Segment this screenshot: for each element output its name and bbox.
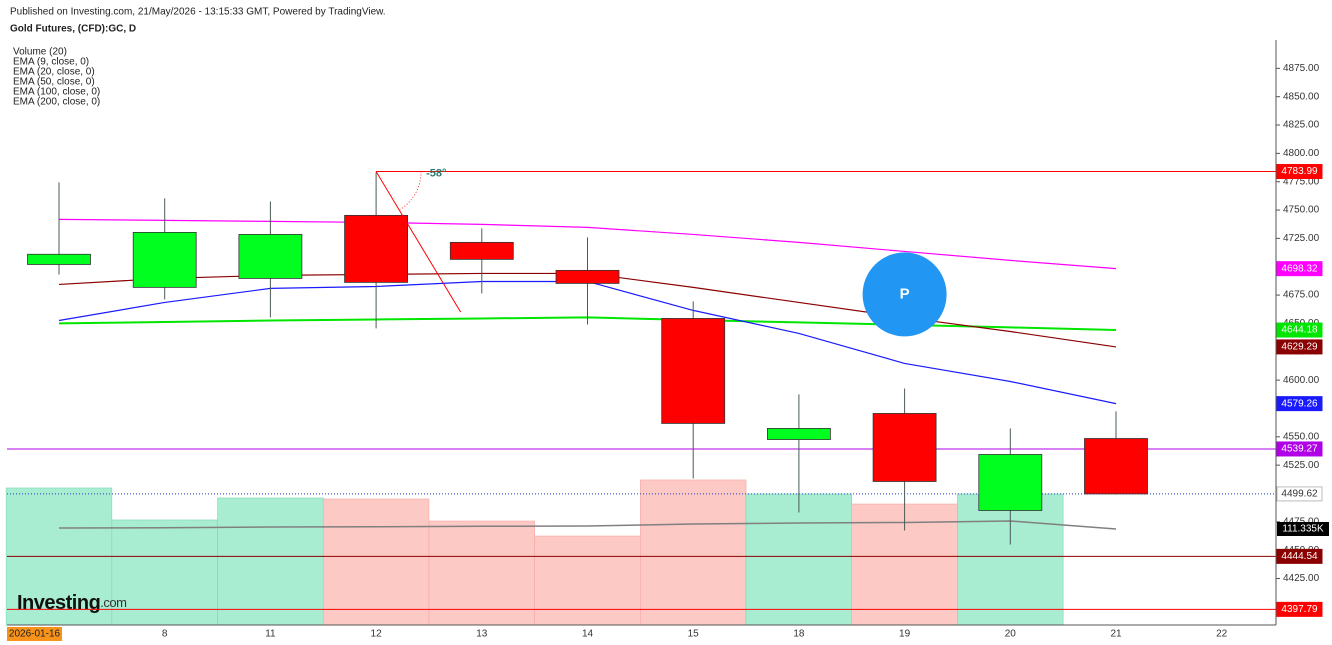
candle-body — [344, 214, 409, 283]
watermark-suffix: .com — [100, 595, 126, 610]
legend-entry: EMA (200, close, 0) — [13, 97, 100, 108]
y-tick-label: 4875.00 — [1283, 63, 1320, 74]
legend-entry: EMA (20, close, 0) — [13, 67, 95, 78]
y-tick-label: 4750.00 — [1283, 205, 1320, 216]
candle-body — [132, 231, 197, 288]
y-tick-label: 4550.00 — [1283, 431, 1320, 442]
x-tick-label: 2026-01-16 — [9, 629, 61, 640]
candle-body — [872, 413, 937, 482]
y-tick-label: 4675.00 — [1283, 290, 1320, 301]
price-tag — [1276, 261, 1323, 277]
x-tick-label: 8 — [162, 629, 168, 640]
price-tag — [1276, 164, 1323, 180]
volume-bar — [745, 493, 853, 626]
price-tag-label: 4579.26 — [1281, 398, 1318, 409]
x-tick-label: 19 — [899, 629, 911, 640]
y-tick-label: 4600.00 — [1283, 375, 1320, 386]
price-tag — [1276, 486, 1323, 502]
price-tag-label: 4644.18 — [1281, 325, 1318, 336]
price-tag-label: 4629.29 — [1281, 342, 1318, 353]
angle-label: -58° — [426, 167, 446, 179]
price-tag-label: 4499.62 — [1281, 489, 1318, 500]
volume-bar — [534, 535, 641, 626]
candle-body — [555, 269, 620, 284]
legend-entry: EMA (9, close, 0) — [13, 57, 89, 68]
y-tick-label: 4425.00 — [1283, 573, 1320, 584]
y-tick-label: 4850.00 — [1283, 91, 1320, 102]
candle-body — [767, 428, 831, 440]
candle-body — [1084, 438, 1148, 495]
x-tick-label: 18 — [793, 629, 805, 640]
x-tick-label: 20 — [1005, 629, 1017, 640]
x-tick-label: 15 — [688, 629, 700, 640]
y-tick-label: 4725.00 — [1283, 233, 1320, 244]
volume-bar — [322, 498, 430, 626]
legend-entry: EMA (100, close, 0) — [13, 87, 100, 98]
candle-body — [661, 318, 726, 424]
price-tag — [1276, 339, 1323, 355]
candle-body — [27, 253, 91, 265]
y-tick-label: 4800.00 — [1283, 148, 1320, 159]
volume-bar — [111, 519, 218, 626]
ema-line — [58, 218, 1117, 270]
price-tag-label: 4539.27 — [1281, 444, 1318, 455]
candle-body — [238, 234, 303, 279]
price-tag — [1276, 396, 1323, 412]
cursor-date-box — [7, 627, 62, 641]
x-tick-label: 22 — [1216, 629, 1228, 640]
title: Gold Futures, (CFD):GC, D — [10, 24, 136, 35]
volume-ma-line — [58, 520, 1117, 530]
price-tag — [1276, 548, 1323, 564]
volume-bar — [640, 479, 747, 626]
volume-bar — [217, 497, 324, 626]
watermark-word: Investing — [17, 592, 100, 614]
price-tag-label: 4397.79 — [1281, 604, 1318, 615]
subtitle: Published on Investing.com, 21/May/2026 … — [10, 7, 386, 18]
event-marker-label: P — [900, 285, 910, 302]
angle-arc — [399, 171, 422, 210]
watermark: Investing.com — [17, 592, 126, 614]
legend-entry: EMA (50, close, 0) — [13, 77, 95, 88]
price-tag — [1276, 322, 1323, 338]
candle-body — [449, 241, 514, 260]
price-tag — [1277, 521, 1329, 536]
candle-body — [978, 454, 1043, 511]
trendline — [375, 171, 462, 313]
x-tick-label: 12 — [371, 629, 383, 640]
x-tick-label: 21 — [1110, 629, 1122, 640]
x-tick-label: 14 — [582, 629, 594, 640]
legend-entry: Volume (20) — [13, 47, 67, 58]
price-tag — [1276, 441, 1323, 457]
x-tick-label: 11 — [265, 629, 276, 640]
y-tick-label: 4525.00 — [1283, 460, 1320, 471]
price-tag-label: 4698.32 — [1281, 263, 1318, 274]
y-tick-label: 4475.00 — [1283, 516, 1320, 527]
y-tick-label: 4825.00 — [1283, 120, 1320, 131]
x-tick-label: 13 — [476, 629, 488, 640]
event-marker — [862, 252, 947, 337]
price-tag — [1276, 601, 1323, 617]
price-tag-label: 111.335K — [1282, 524, 1324, 535]
price-tag-label: 4444.54 — [1281, 551, 1318, 562]
price-tag-label: 4783.99 — [1281, 166, 1318, 177]
y-tick-label: 4775.00 — [1283, 176, 1320, 187]
